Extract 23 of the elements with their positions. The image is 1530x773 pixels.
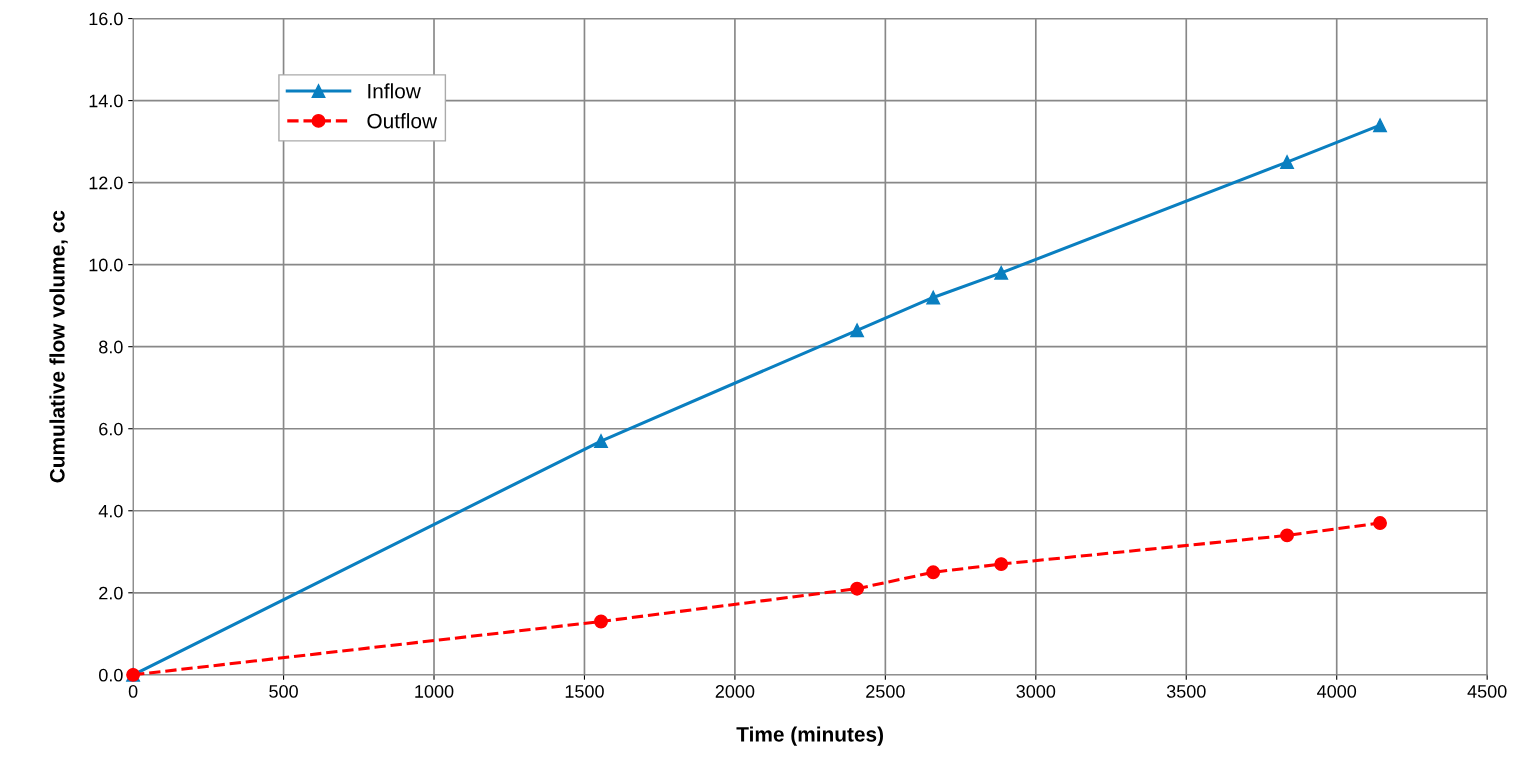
y-tick-label: 12.0 (89, 176, 123, 190)
x-tick-label: 2000 (715, 685, 755, 698)
y-tick-label: 16.0 (89, 12, 123, 26)
x-tick-label: 4000 (1317, 685, 1357, 698)
y-tick-label: 10.0 (89, 258, 123, 272)
x-tick-label: 3000 (1016, 685, 1056, 698)
x-tick-label: 4500 (1467, 685, 1507, 698)
y-tick-label: 2.0 (99, 586, 123, 600)
x-tick-label: 0 (128, 685, 138, 698)
y-tick-label: 4.0 (98, 504, 123, 518)
x-tick-label: 2500 (866, 685, 905, 698)
x-tick-label: 500 (269, 685, 298, 698)
y-axis-title: Cumulative flow volume, cc (49, 210, 68, 483)
y-tick-label: 0.0 (99, 668, 123, 682)
x-axis-title: Time (minutes) (736, 726, 883, 746)
x-tick-label: 3500 (1166, 685, 1206, 698)
legend-label: Outflow (367, 113, 438, 129)
legend-label: Inflow (368, 83, 421, 99)
y-tick-label: 14.0 (89, 94, 123, 108)
x-tick-label: 1500 (565, 685, 604, 698)
y-tick-label: 6.0 (99, 422, 123, 436)
x-tick-label: 1000 (415, 685, 454, 698)
y-tick-label: 8.0 (99, 340, 123, 354)
